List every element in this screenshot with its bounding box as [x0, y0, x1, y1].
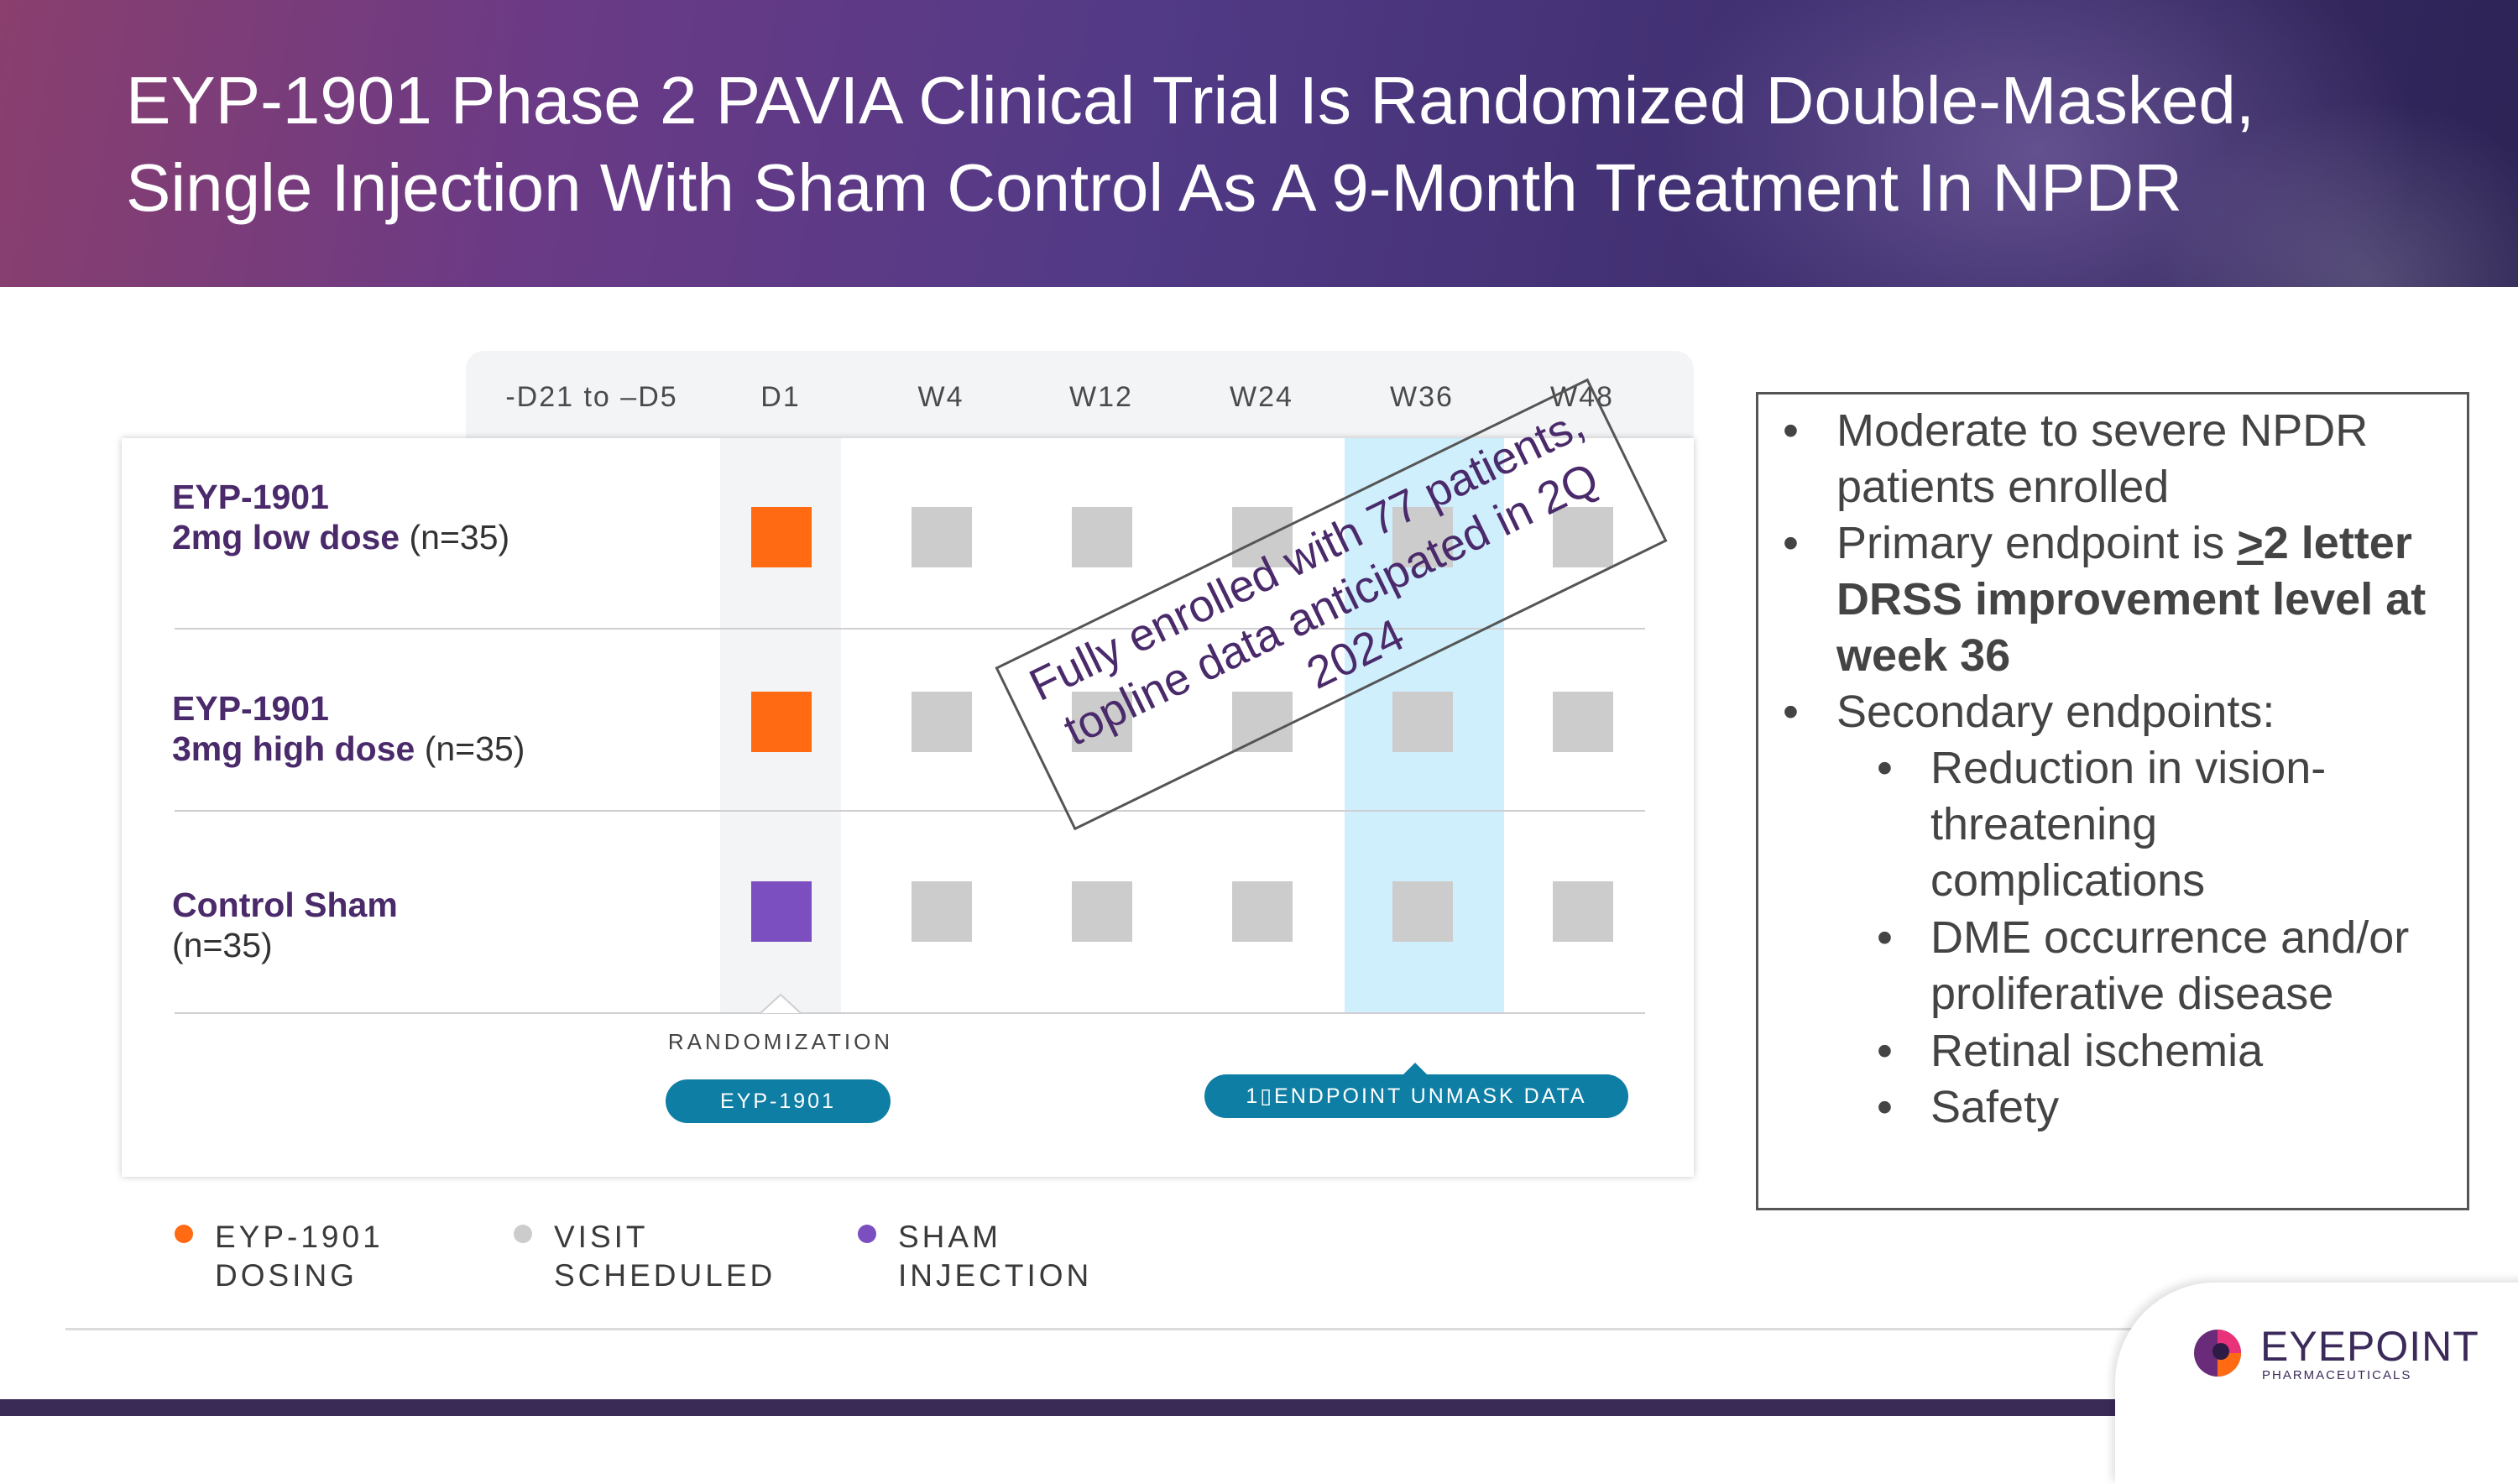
- sub-bullet-text: DME occurrence and/or proliferative dise…: [1930, 912, 2410, 1019]
- row-divider: [175, 628, 1645, 630]
- visit-marker: [912, 881, 972, 942]
- bullet-secondary-endpoints: • Secondary endpoints:: [1783, 684, 2458, 740]
- randomization-notch-icon: [760, 993, 801, 1013]
- arm-label-high-dose: EYP-1901 3mg high dose (n=35): [172, 688, 525, 769]
- legend-sham-line2: INJECTION: [898, 1258, 1093, 1293]
- arm-name: Control Sham: [172, 886, 398, 924]
- sub-bullet-text: Safety: [1930, 1082, 2060, 1132]
- primary-endpoint-prefix: Primary endpoint is: [1836, 518, 2238, 568]
- endpoint-pill-pointer: [1403, 1063, 1427, 1074]
- bullet-mark: •: [1877, 912, 1893, 963]
- dose-marker-orange: [751, 507, 812, 567]
- title-line-1: EYP-1901 Phase 2 PAVIA Clinical Trial Is…: [126, 63, 2255, 138]
- arm-label-sham: Control Sham (n=35): [172, 885, 398, 965]
- legend-dot-dosing: [175, 1225, 193, 1243]
- bullet-mark: •: [1877, 1026, 1893, 1076]
- visit-marker: [1072, 692, 1132, 752]
- legend-sham-line1: SHAM: [898, 1220, 1001, 1254]
- sub-bullet: • Reduction in vision-threatening compli…: [1877, 740, 2434, 909]
- arm-dose: 2mg low dose: [172, 518, 400, 556]
- visit-marker: [1553, 507, 1613, 567]
- logo-subtitle: PHARMACEUTICALS: [2262, 1368, 2412, 1382]
- visit-marker: [1392, 507, 1453, 567]
- arm-name: EYP-1901: [172, 478, 329, 516]
- dose-marker-orange: [751, 692, 812, 752]
- col-w4: W4: [917, 381, 964, 413]
- visit-marker: [1392, 692, 1453, 752]
- randomization-label: RANDOMIZATION: [667, 1029, 894, 1054]
- legend-dosing: EYP-1901 DOSING: [215, 1218, 384, 1295]
- d1-dosing-pill: EYP-1901: [666, 1079, 891, 1123]
- visit-marker: [1232, 692, 1293, 752]
- visit-marker: [1232, 507, 1293, 567]
- arm-n: (n=35): [172, 926, 273, 964]
- slide-title: EYP-1901 Phase 2 PAVIA Clinical Trial Is…: [126, 57, 2476, 232]
- visit-marker: [1072, 507, 1132, 567]
- bullet-mark: •: [1783, 687, 1799, 737]
- bullet-population: • Moderate to severe NPDR patients enrol…: [1783, 403, 2458, 515]
- visit-marker: [1232, 881, 1293, 942]
- col-d1: D1: [760, 381, 801, 413]
- arm-label-low-dose: EYP-1901 2mg low dose (n=35): [172, 477, 509, 557]
- row-divider: [175, 1012, 1645, 1014]
- arm-n: (n=35): [424, 729, 525, 768]
- banner-glow: [1662, 0, 2417, 287]
- bullet-mark: •: [1783, 405, 1799, 456]
- col-w24: W24: [1230, 381, 1293, 413]
- arm-n: (n=35): [409, 518, 510, 556]
- sub-bullet: • DME occurrence and/or proliferative di…: [1877, 910, 2459, 1022]
- col-screening: -D21 to –D5: [505, 381, 678, 413]
- sub-bullet: • Retinal ischemia: [1877, 1023, 2434, 1079]
- arm-name: EYP-1901: [172, 689, 329, 728]
- legend-dot-visit: [514, 1225, 532, 1243]
- visit-marker: [912, 507, 972, 567]
- arm-dose: 3mg high dose: [172, 729, 415, 768]
- col-w36: W36: [1390, 381, 1454, 413]
- visit-marker: [1553, 692, 1613, 752]
- endpoints-box: [1756, 392, 2469, 1210]
- row-divider: [175, 810, 1645, 812]
- visit-marker: [912, 692, 972, 752]
- bullet-mark: •: [1877, 743, 1893, 793]
- visit-marker: [1072, 881, 1132, 942]
- sham-marker-purple: [751, 881, 812, 942]
- sub-bullet: • Safety: [1877, 1079, 2434, 1136]
- secondary-endpoints-text: Secondary endpoints:: [1836, 687, 2275, 737]
- legend-visit: VISIT SCHEDULED: [554, 1218, 776, 1295]
- visit-marker: [1392, 881, 1453, 942]
- timepoint-header: -D21 to –D5 D1 W4 W12 W24 W36 W48: [466, 351, 1694, 440]
- bullet-population-text: Moderate to severe NPDR patients enrolle…: [1836, 405, 2369, 512]
- legend-sham: SHAM INJECTION: [898, 1218, 1092, 1295]
- primary-endpoint-pill: 1▯ENDPOINT UNMASK DATA: [1204, 1074, 1628, 1118]
- bullet-primary-endpoint: • Primary endpoint is >2 letter DRSS imp…: [1783, 515, 2458, 684]
- col-w48: W48: [1550, 381, 1614, 413]
- logo-wordmark: EYEPOINT: [2260, 1323, 2479, 1370]
- footer-rule: [65, 1328, 2214, 1330]
- visit-marker: [1553, 881, 1613, 942]
- primary-endpoint-bold: 2 letter DRSS improvement level at week …: [1836, 518, 2427, 681]
- legend-visit-line2: SCHEDULED: [554, 1258, 776, 1293]
- legend-dot-sham: [858, 1225, 876, 1243]
- sub-bullet-text: Retinal ischemia: [1930, 1026, 2264, 1076]
- legend-dosing-line2: DOSING: [215, 1258, 358, 1293]
- primary-endpoint-ge: >: [2237, 518, 2264, 568]
- legend-visit-line1: VISIT: [554, 1220, 649, 1254]
- legend-dosing-line1: EYP-1901: [215, 1220, 384, 1254]
- title-line-2: Single Injection With Sham Control As A …: [126, 150, 2182, 225]
- eyepoint-logo-icon: [2194, 1330, 2241, 1377]
- footer-bar: [0, 1399, 2518, 1416]
- bullet-mark: •: [1877, 1082, 1893, 1132]
- bullet-mark: •: [1783, 518, 1799, 568]
- col-w12: W12: [1069, 381, 1133, 413]
- sub-bullet-text: Reduction in vision-threatening complica…: [1930, 743, 2327, 906]
- logo-tab: [2115, 1283, 2518, 1484]
- title-banner: EYP-1901 Phase 2 PAVIA Clinical Trial Is…: [0, 0, 2518, 287]
